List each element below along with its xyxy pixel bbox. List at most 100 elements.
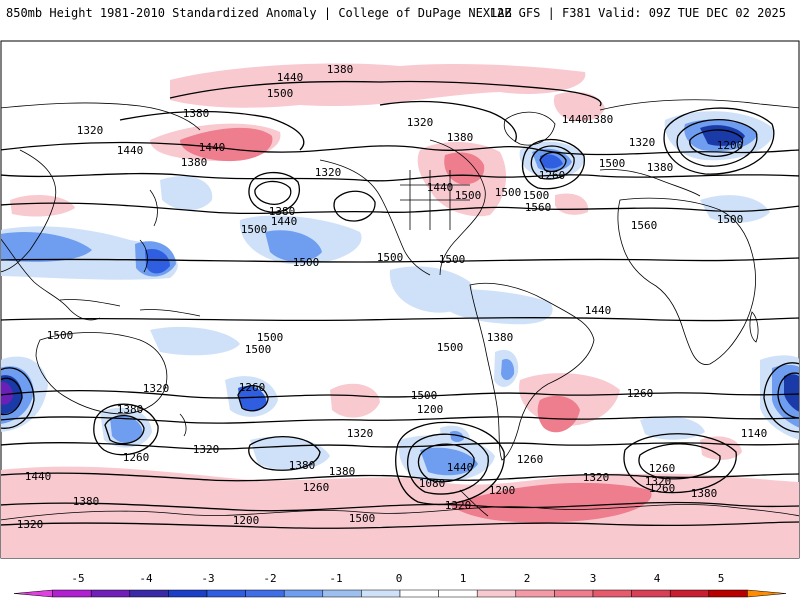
colorbar-tick-label: 0	[396, 572, 403, 585]
contour-label: 1440	[562, 113, 589, 126]
contour-label: 1380	[329, 465, 356, 478]
height-contour	[1, 521, 799, 529]
colorbar-tick-labels: -5 -4 -3 -2 -1 0 1 2 3 4 5	[71, 572, 724, 585]
contour-label: 1500	[377, 251, 404, 264]
contour-label: 1260	[627, 387, 654, 400]
contour-label: 1320	[583, 471, 610, 484]
contour-label: 1500	[349, 512, 376, 525]
anomaly-region-pos1	[10, 194, 75, 217]
contour-label: 1320	[645, 475, 672, 488]
colorbar: -5 -4 -3 -2 -1 0 1 2 3 4 5	[13, 572, 787, 598]
height-contour	[119, 110, 305, 151]
contour-label: 1380	[587, 113, 614, 126]
anomaly-region-neg5	[1, 381, 13, 405]
colorbar-swatch	[206, 589, 246, 598]
contour-label: 1380	[183, 107, 210, 120]
colorbar-swatch	[168, 589, 208, 598]
contour-label: 1380	[691, 487, 718, 500]
contour-label: 1380	[327, 63, 354, 76]
contour-label: 1320	[77, 124, 104, 137]
contour-label: 1320	[629, 136, 656, 149]
colorbar-swatch	[747, 589, 787, 598]
coastline	[400, 170, 470, 230]
contour-label: 1320	[445, 499, 472, 512]
anomaly-region-pos1	[700, 436, 742, 460]
height-contour	[763, 362, 799, 433]
colorbar-swatch	[708, 589, 748, 598]
colorbar-swatch	[669, 589, 710, 598]
colorbar-swatch	[515, 589, 555, 598]
contour-label: 1260	[303, 481, 330, 494]
height-contour	[248, 436, 321, 471]
anomaly-region-pos1	[170, 63, 586, 108]
anomaly-region-pos1	[553, 91, 605, 122]
contour-label: 1200	[717, 139, 744, 152]
height-contour	[104, 414, 145, 445]
contour-label: 1320	[193, 443, 220, 456]
colorbar-tick-label: -4	[139, 572, 153, 585]
colorbar-tick-label: -5	[71, 572, 84, 585]
coastline	[1, 504, 799, 521]
contour-label: 1380	[73, 495, 100, 508]
height-contour	[1, 377, 23, 416]
anomaly-region-pos2	[444, 152, 485, 185]
contour-label: 1500	[245, 343, 272, 356]
height-contour	[93, 403, 159, 456]
contour-label: 1200	[233, 514, 260, 527]
colorbar-swatch	[554, 589, 594, 598]
contour-labels: 1380144015001440138013201440138013201500…	[17, 63, 768, 531]
anomaly-region-neg1	[150, 326, 240, 356]
colorbar-tick-label: -3	[201, 572, 214, 585]
coastline	[503, 111, 556, 146]
contour-label: 1260	[123, 451, 150, 464]
height-contour	[333, 190, 376, 222]
contour-label: 1380	[269, 205, 296, 218]
contour-label: 1500	[523, 189, 550, 202]
anomaly-region-neg2	[420, 447, 478, 476]
model-run-info: 12Z GFS | F381 Valid: 09Z TUE DEC 02 202…	[489, 6, 786, 20]
height-contour	[1, 317, 799, 322]
anomaly-region-neg2	[265, 230, 322, 262]
contour-label: 1260	[517, 453, 544, 466]
contour-label: 1440	[447, 461, 474, 474]
height-contour	[407, 433, 489, 495]
anomaly-region-neg1	[430, 289, 553, 325]
colorbar-swatch	[283, 589, 324, 598]
height-contour	[1, 367, 35, 429]
coastline	[1, 149, 57, 273]
anomaly-region-pos1	[330, 383, 380, 418]
colorbar-swatch	[399, 589, 439, 598]
anomaly-region-pos2	[537, 395, 580, 433]
colorbar-swatch	[322, 589, 362, 598]
anomaly-region-neg3	[145, 248, 170, 274]
contour-label: 1440	[199, 141, 226, 154]
contour-label: 1500	[267, 87, 294, 100]
anomaly-region-neg4	[784, 374, 799, 412]
height-contour	[1, 472, 799, 482]
contour-label: 1200	[417, 403, 444, 416]
coastline	[1, 102, 201, 131]
contour-label: 1500	[241, 223, 268, 236]
anomaly-region-neg1	[160, 176, 213, 211]
height-contour	[395, 421, 505, 506]
contour-label: 1380	[647, 161, 674, 174]
colorbar-swatch	[129, 589, 169, 598]
colorbar-swatch	[90, 589, 131, 598]
coastline	[139, 239, 148, 273]
colorbar-swatch	[631, 589, 671, 598]
contour-label: 1080	[419, 477, 446, 490]
coastline	[59, 299, 121, 307]
contour-label: 1500	[717, 213, 744, 226]
height-contour	[417, 443, 475, 483]
height-contour	[539, 151, 567, 173]
contour-label: 1440	[25, 470, 52, 483]
contour-label: 1260	[239, 381, 266, 394]
height-contour	[169, 80, 602, 107]
colorbar-tick-label: 2	[524, 572, 531, 585]
anomaly-region-neg2	[110, 415, 143, 444]
height-contour	[530, 145, 575, 180]
colorbar-tick-label: -1	[329, 572, 342, 585]
colorbar-swatch	[438, 589, 478, 598]
contour-label: 1500	[437, 341, 464, 354]
contour-label: 1440	[117, 144, 144, 157]
